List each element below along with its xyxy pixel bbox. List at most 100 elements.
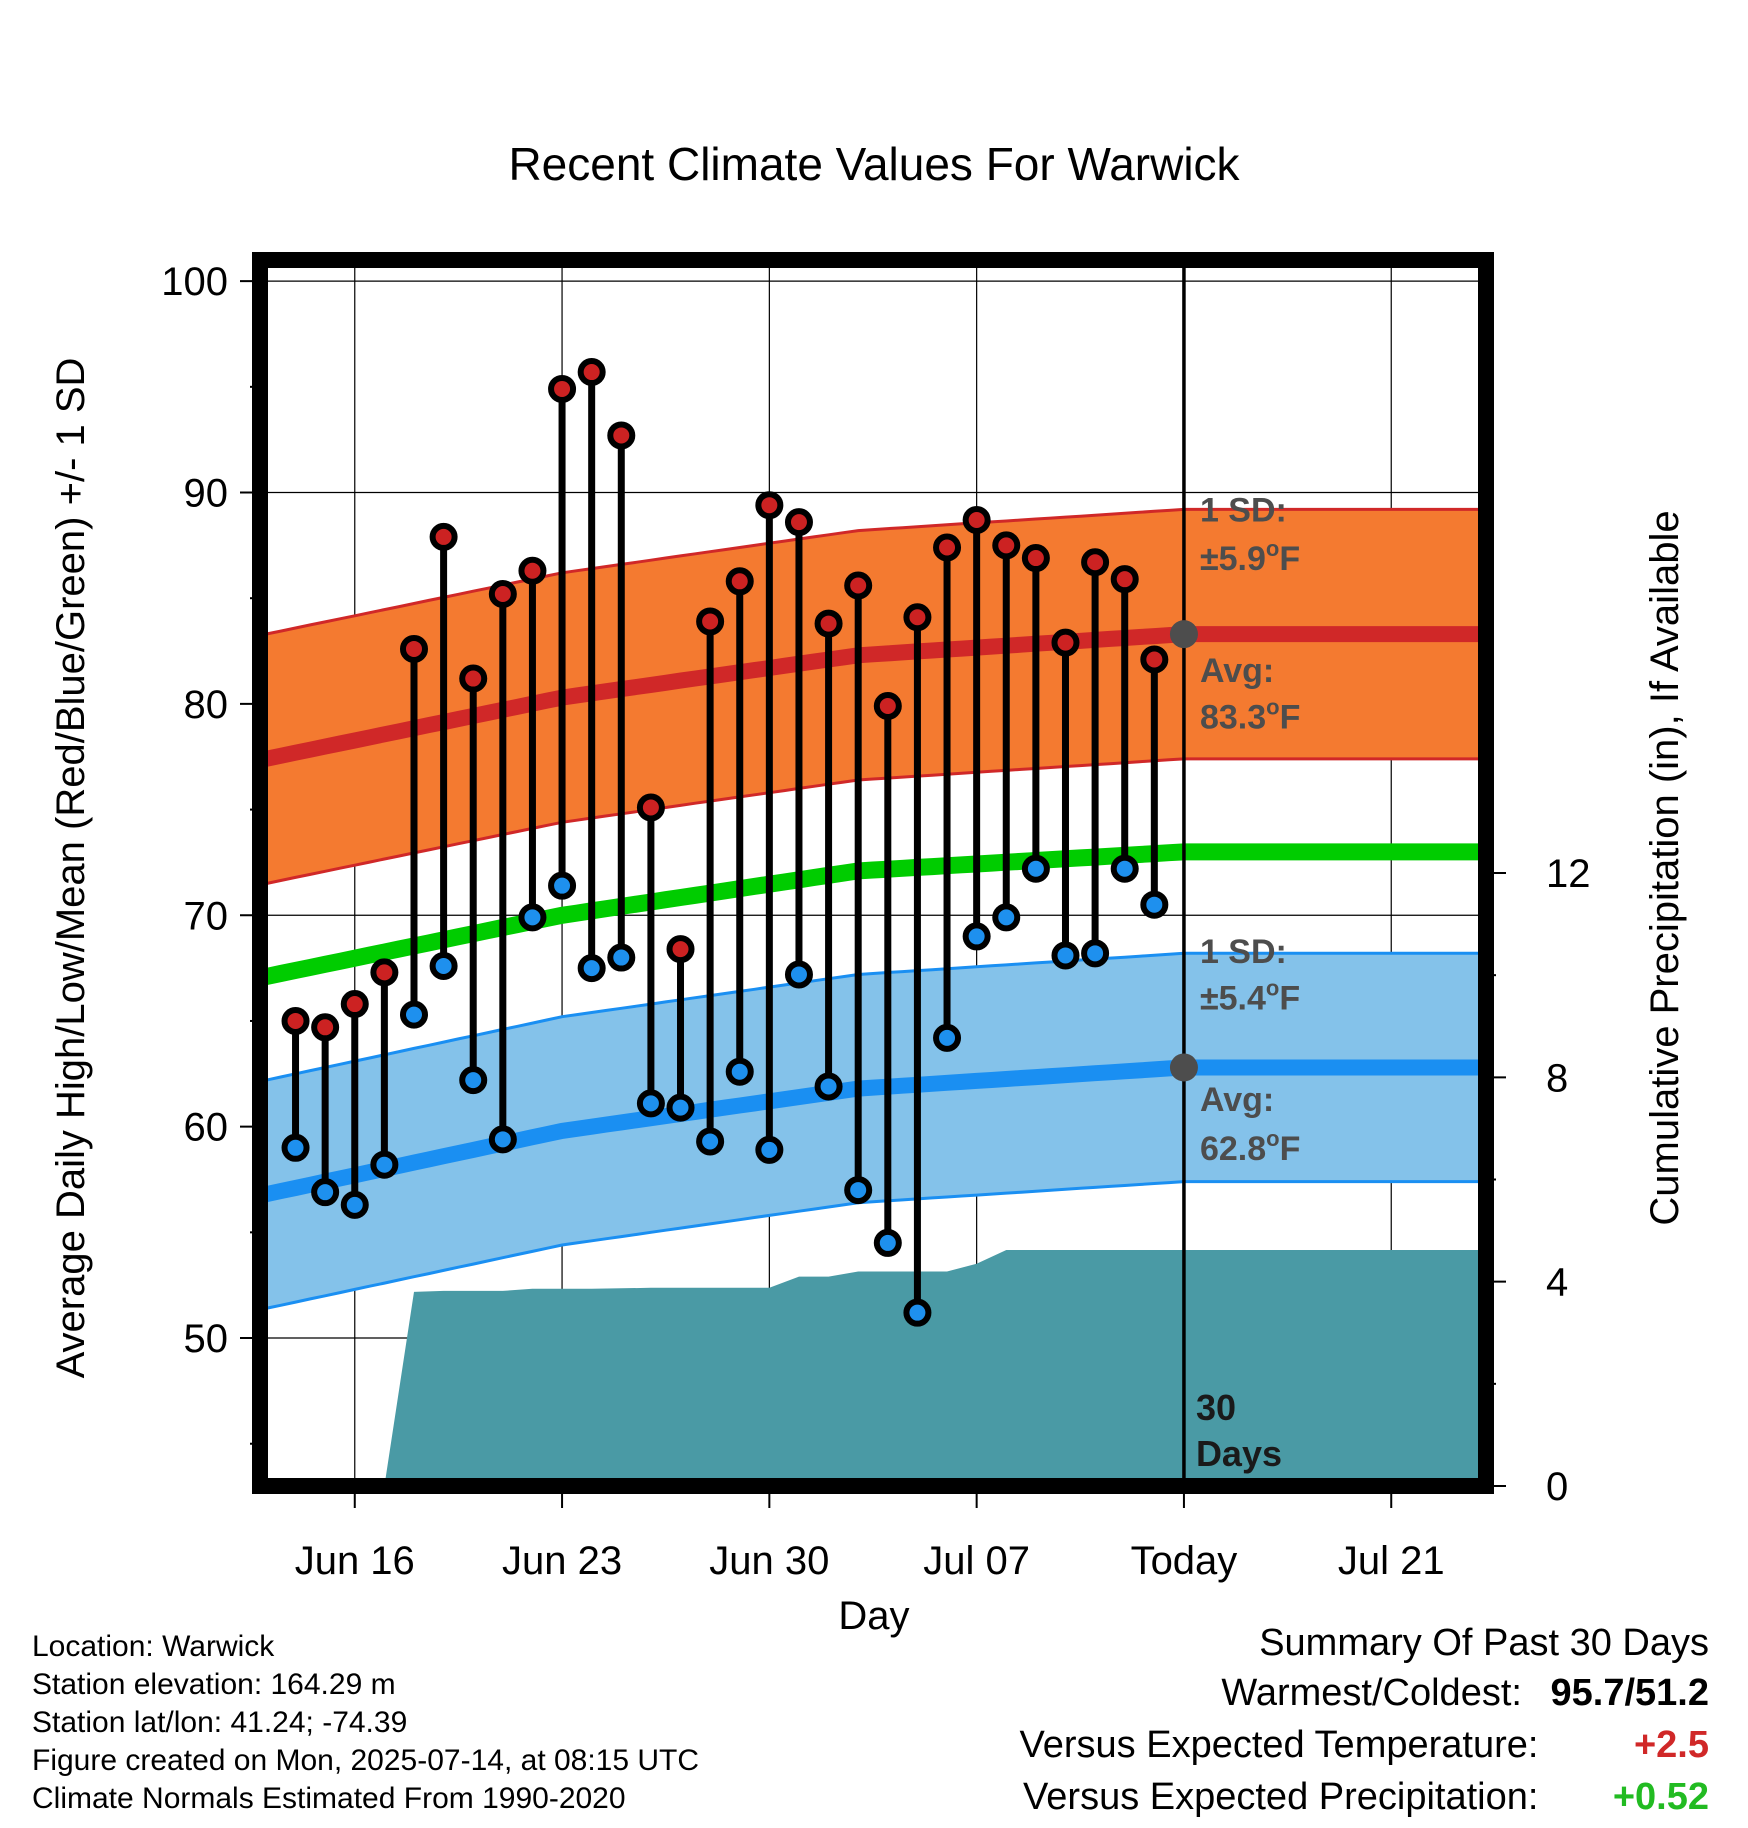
daily-high-point xyxy=(577,358,606,387)
y2-axis-label: Cumulative Precipitation (in), If Availa… xyxy=(1643,510,1687,1225)
daily-low-point xyxy=(962,922,991,951)
daily-high-point xyxy=(933,533,962,562)
daily-low-point xyxy=(577,954,606,983)
high-sd-value: ±5.9oF xyxy=(1200,536,1300,578)
daily-low-point xyxy=(607,943,636,972)
daily-high-point xyxy=(873,692,902,721)
daily-high-point xyxy=(755,491,784,520)
y2-tick-label: 8 xyxy=(1546,1056,1568,1100)
precip-value: +0.52 xyxy=(1612,1776,1709,1818)
summary-precip: Versus Expected Precipitation: +0.52 xyxy=(1020,1776,1709,1819)
y-tick-label: 90 xyxy=(184,472,229,516)
daily-high-point xyxy=(607,421,636,450)
created-text: Figure created on Mon, 2025-07-14, at 08… xyxy=(32,1744,700,1777)
mean-normal-line xyxy=(268,843,1481,985)
daily-low-point xyxy=(459,1066,488,1095)
daily-low-point xyxy=(1140,890,1169,919)
daily-high-point xyxy=(488,579,517,608)
precip-cumulative-area xyxy=(385,1250,1481,1478)
daily-low-point xyxy=(844,1176,873,1205)
daily-high-point xyxy=(311,1013,340,1042)
daily-high-point xyxy=(636,793,665,822)
today-days-count: 30 xyxy=(1196,1387,1236,1428)
low-band-lower-edge xyxy=(268,1180,1481,1310)
daily-high-point xyxy=(814,609,843,638)
temp-label: Versus Expected Temperature: xyxy=(1019,1724,1539,1766)
summary-warm-cold: Warmest/Coldest: 95.7/51.2 xyxy=(1020,1672,1709,1724)
y-tick-label: 50 xyxy=(184,1317,229,1361)
station-info: Location: Warwick Station elevation: 164… xyxy=(32,1628,699,1818)
warm-cold-value: 95.7/51.2 xyxy=(1550,1672,1709,1714)
low-band-upper-edge xyxy=(268,951,1481,1082)
daily-high-point xyxy=(1140,645,1169,674)
location-text: Location: Warwick xyxy=(32,1630,275,1663)
y-tick-label: 80 xyxy=(184,683,229,727)
daily-high-point xyxy=(399,634,428,663)
chart-title: Recent Climate Values For Warwick xyxy=(508,138,1240,190)
low-sd-title: 1 SD: xyxy=(1200,933,1287,971)
low-avg-value: 62.8oF xyxy=(1200,1126,1300,1168)
daily-high-point xyxy=(459,664,488,693)
today-normal-high-dot xyxy=(1169,620,1198,649)
daily-high-point xyxy=(903,603,932,632)
x-tick-label: Jun 16 xyxy=(295,1539,415,1583)
daily-low-point xyxy=(1021,854,1050,883)
daily-high-point xyxy=(1110,565,1139,594)
daily-high-point xyxy=(281,1006,310,1035)
y-axis-label: Average Daily High/Low/Mean (Red/Blue/Gr… xyxy=(49,358,93,1379)
daily-low-point xyxy=(725,1057,754,1086)
band-labels: 1 SD: ±5.9oF Avg: 83.3oF 1 SD: ±5.4oF Avg: 62.8… xyxy=(1200,491,1300,1167)
daily-high-point xyxy=(992,531,1021,560)
high-avg-title: Avg: xyxy=(1200,652,1274,690)
high-band-upper-edge xyxy=(268,507,1481,636)
daily-high-point xyxy=(340,990,369,1019)
today-normal-low-dot xyxy=(1169,1053,1198,1082)
x-tick-label: Jul 21 xyxy=(1338,1539,1445,1583)
daily-low-point xyxy=(814,1072,843,1101)
daily-low-point xyxy=(784,960,813,989)
daily-high-point xyxy=(962,505,991,534)
y-tick-label: 100 xyxy=(161,260,228,304)
daily-low-point xyxy=(933,1023,962,1052)
daily-low-point xyxy=(1081,939,1110,968)
daily-low-point xyxy=(992,903,1021,932)
daily-high-point xyxy=(1021,544,1050,573)
summary-temp: Versus Expected Temperature: +2.5 xyxy=(1020,1724,1709,1776)
daily-low-point xyxy=(518,903,547,932)
daily-high-point xyxy=(696,607,725,636)
daily-low-point xyxy=(666,1093,695,1122)
daily-high-point xyxy=(429,522,458,551)
summary-title: Summary Of Past 30 Days xyxy=(1259,1622,1709,1664)
daily-low-point xyxy=(1051,941,1080,970)
low-normal-line xyxy=(268,1059,1481,1203)
daily-low-point xyxy=(488,1125,517,1154)
daily-low-point xyxy=(370,1150,399,1179)
precipitation-area xyxy=(385,1250,1481,1478)
daily-low-point xyxy=(755,1135,784,1164)
daily-low-point xyxy=(903,1298,932,1327)
x-tick-label: Jun 30 xyxy=(709,1539,829,1583)
axis-ticks: 50 60 70 80 90 100 0 4 8 12 Jun 16 Jun 23 Jun 30 Jul … xyxy=(161,260,1590,1583)
high-avg-value: 83.3oF xyxy=(1200,695,1300,737)
y2-tick-label: 0 xyxy=(1546,1465,1568,1509)
low-band xyxy=(268,953,1481,1308)
daily-low-point xyxy=(399,1000,428,1029)
precip-label: Versus Expected Precipitation: xyxy=(1023,1776,1539,1818)
normals-text: Climate Normals Estimated From 1990-2020 xyxy=(32,1782,626,1815)
daily-low-point xyxy=(873,1228,902,1257)
daily-high-point xyxy=(1081,548,1110,577)
x-tick-label: Jul 07 xyxy=(923,1539,1030,1583)
daily-low-point xyxy=(281,1133,310,1162)
today-marker: 30 Days xyxy=(1169,260,1282,1478)
daily-high-point xyxy=(784,508,813,537)
daily-high-point xyxy=(725,567,754,596)
daily-low-point xyxy=(1110,854,1139,883)
y2-tick-label: 12 xyxy=(1546,852,1591,896)
daily-low-point xyxy=(636,1089,665,1118)
daily-low-point xyxy=(340,1190,369,1219)
daily-high-point xyxy=(548,374,577,403)
daily-high-point xyxy=(370,958,399,987)
x-axis-label: Day xyxy=(838,1594,909,1638)
daily-values xyxy=(281,358,1169,1327)
